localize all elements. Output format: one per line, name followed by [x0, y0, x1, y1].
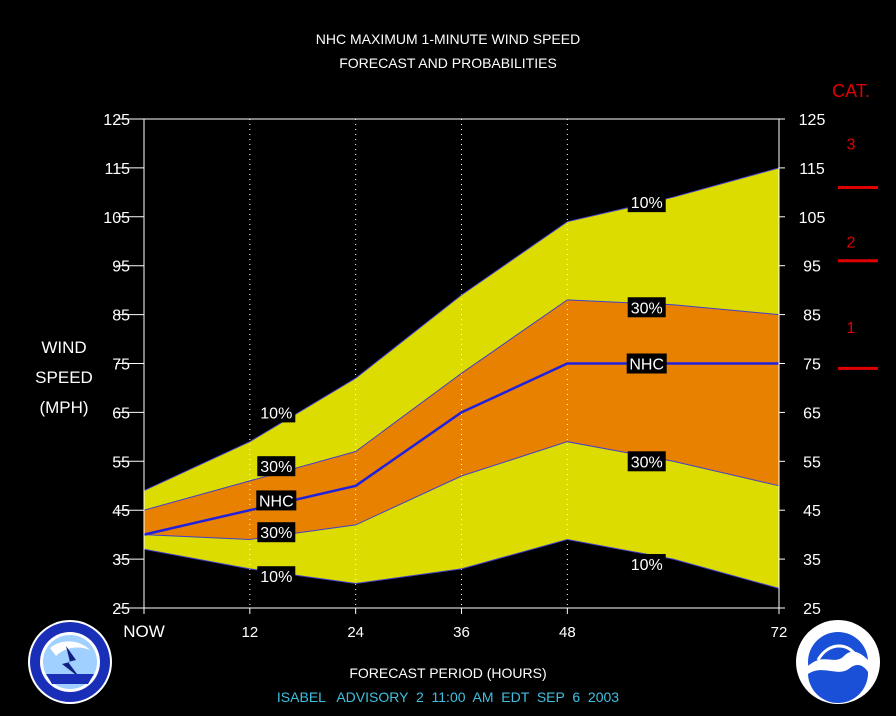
category-label-2: 2	[847, 234, 856, 251]
y-tick-label-right-65: 65	[803, 405, 821, 422]
category-title: CAT.	[832, 81, 870, 101]
nhc-forecast-line	[143, 362, 779, 536]
annotation-box-8	[627, 451, 666, 472]
ylabel-line-2: SPEED	[35, 368, 93, 387]
annotation-10pct-0: 10%	[260, 405, 292, 422]
y-tick-label-right-25: 25	[803, 601, 821, 618]
annotation-nhc-7: NHC	[629, 357, 664, 374]
y-tick-label-right-35: 35	[803, 552, 821, 569]
boundary-line-lower30	[143, 441, 780, 541]
y-tick-label-right-55: 55	[803, 454, 821, 471]
chart-annotations: 10% 30% NHC 30% 10% 10% 30% NHC 30% 10%	[256, 192, 667, 587]
y-tick-label-right-105: 105	[799, 210, 826, 227]
y-tick-label-right-45: 45	[803, 503, 821, 520]
annotation-box-3	[257, 522, 296, 543]
chart-title-line-1: NHC MAXIMUM 1-MINUTE WIND SPEED	[315, 31, 581, 47]
annotation-nhc-2: NHC	[259, 493, 294, 510]
y-tick-label-left-35: 35	[112, 552, 130, 569]
y-tick-label-left-65: 65	[112, 405, 130, 422]
boundary-line-lower10	[143, 538, 780, 589]
category-label-3: 3	[847, 136, 856, 153]
axis-ticks: 25 25 35 35 45 45 55 55 65 65 75 75 85 85 95 95 105 105 11…	[103, 112, 825, 641]
y-tick-label-right-75: 75	[803, 357, 821, 374]
annotation-30pct-8: 30%	[631, 454, 663, 471]
ylabel-line-1: WIND	[41, 338, 87, 357]
annotation-10pct-9: 10%	[631, 557, 663, 574]
annotation-box-4	[257, 566, 296, 587]
y-tick-label-left-95: 95	[112, 259, 130, 276]
category-label-1: 1	[847, 320, 856, 337]
noaa-logo-icon	[796, 620, 880, 704]
nws-logo-icon	[28, 620, 112, 704]
x-tick-label-NOW: NOW	[123, 622, 165, 641]
boundary-line-upper10	[143, 167, 780, 492]
y-tick-label-left-85: 85	[112, 308, 130, 325]
series-lines	[143, 167, 780, 589]
y-tick-label-left-125: 125	[103, 112, 130, 129]
boundary-line-upper30	[143, 299, 780, 511]
advisory-text: ISABEL ADVISORY 2 11:00 AM EDT SEP 6 200…	[276, 689, 620, 705]
x-tick-label-48: 48	[559, 624, 576, 641]
annotation-box-9	[627, 553, 666, 574]
ylabel-line-3: (MPH)	[39, 398, 89, 417]
x-axis-label: FORECAST PERIOD (HOURS)	[349, 665, 547, 681]
annotation-box-5	[627, 192, 666, 213]
y-tick-label-left-25: 25	[112, 601, 130, 618]
x-tick-label-24: 24	[347, 624, 364, 641]
chart-title-line-2: FORECAST AND PROBABILITIES	[339, 55, 557, 71]
annotation-10pct-4: 10%	[260, 569, 292, 586]
y-tick-label-left-115: 115	[104, 161, 130, 178]
annotation-box-6	[627, 297, 666, 318]
y-tick-label-right-85: 85	[803, 308, 821, 325]
y-tick-label-right-95: 95	[803, 259, 821, 276]
y-tick-label-left-55: 55	[112, 454, 130, 471]
y-tick-label-left-105: 105	[103, 210, 130, 227]
annotation-30pct-3: 30%	[260, 525, 292, 542]
annotation-box-1	[257, 456, 296, 477]
annotation-box-0	[257, 402, 296, 423]
annotation-box-2	[256, 490, 297, 511]
y-tick-label-left-75: 75	[112, 357, 130, 374]
annotation-30pct-6: 30%	[631, 300, 663, 317]
x-tick-label-12: 12	[241, 624, 258, 641]
x-tick-label-72: 72	[771, 624, 788, 641]
annotation-10pct-5: 10%	[631, 195, 663, 212]
y-tick-label-right-115: 115	[799, 161, 825, 178]
y-tick-label-left-45: 45	[112, 503, 130, 520]
annotation-30pct-1: 30%	[260, 459, 292, 476]
y-tick-label-right-125: 125	[799, 112, 826, 129]
category-scale: CAT. 3 2 1	[832, 81, 878, 370]
annotation-box-7	[626, 353, 667, 374]
x-tick-label-36: 36	[453, 624, 470, 641]
